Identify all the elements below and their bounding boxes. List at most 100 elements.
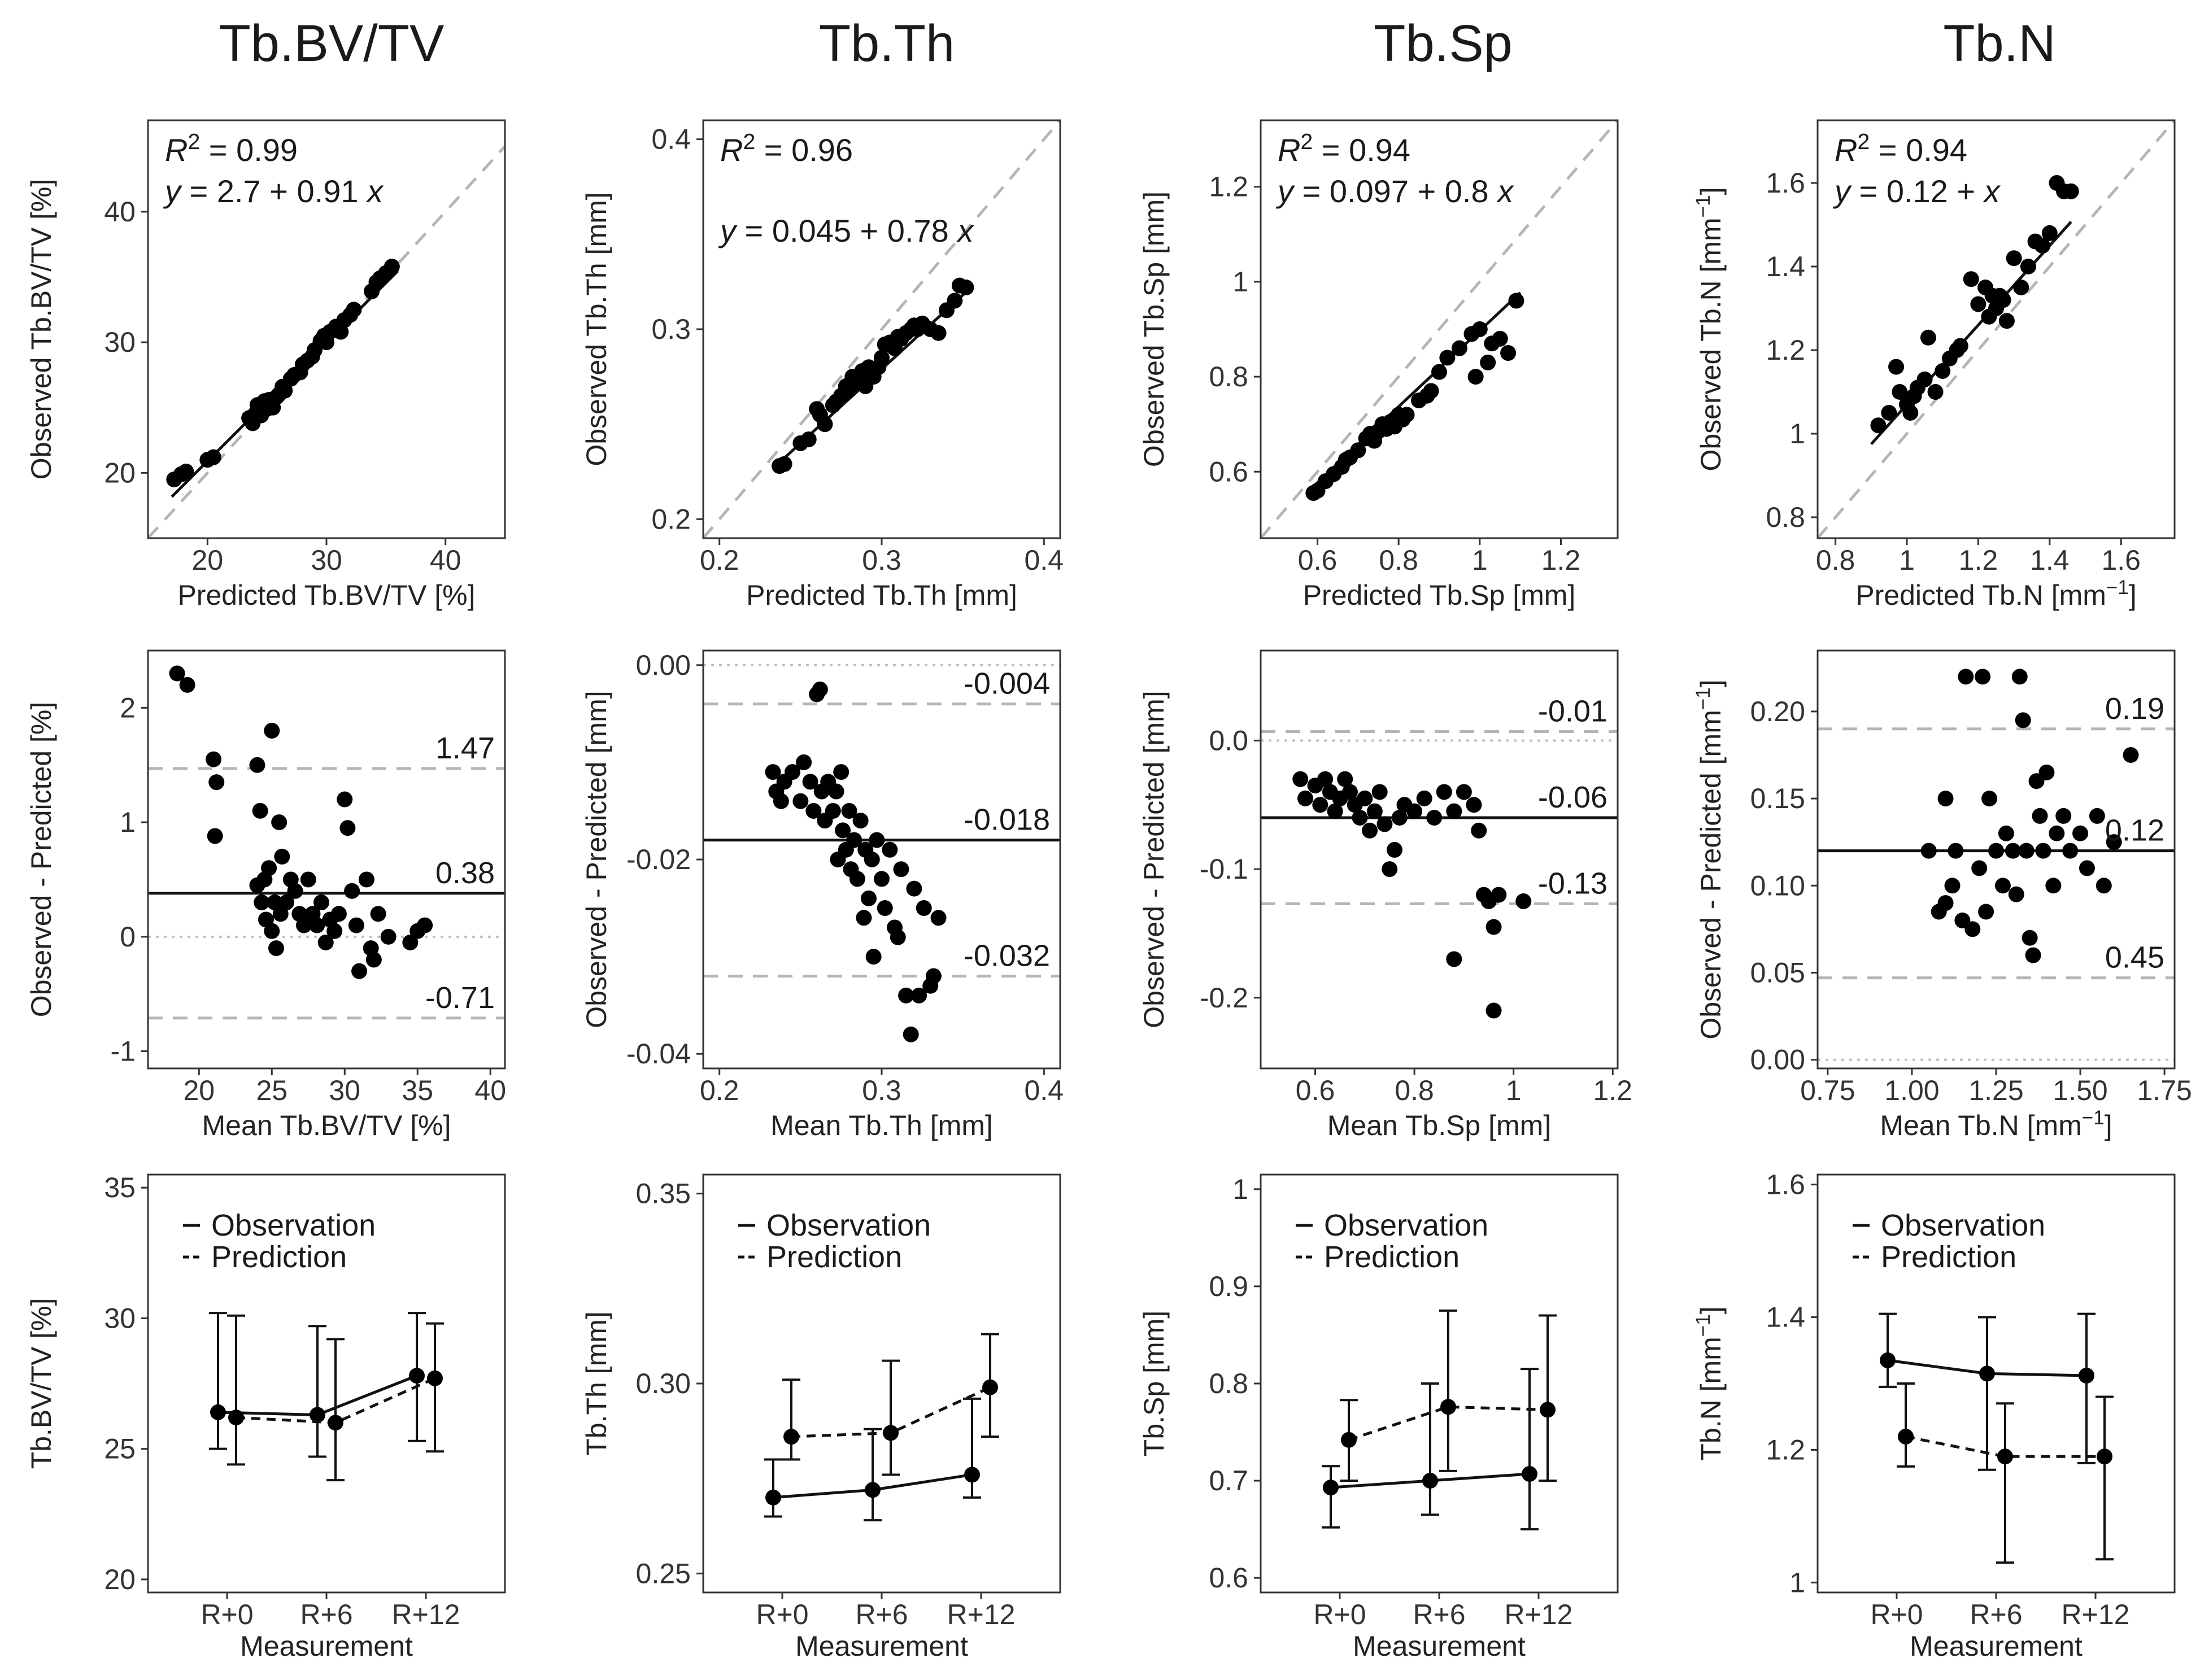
data-point — [1988, 843, 2004, 859]
x-axis-label: Predicted Tb.BV/TV [%] — [177, 579, 475, 611]
x-tick-label: R+6 — [300, 1599, 352, 1630]
x-tick-label: 1.2 — [1593, 1075, 1632, 1106]
x-tick-label: R+0 — [1870, 1599, 1923, 1630]
data-point — [906, 880, 922, 897]
regression-equation: y = 2.7 + 0.91 x — [163, 173, 384, 209]
data-point — [1391, 810, 1408, 826]
data-point — [1881, 405, 1897, 421]
x-tick-label: 40 — [430, 544, 461, 576]
data-point — [1927, 384, 1944, 400]
data-point — [835, 822, 851, 839]
upper-limit-label: -0.004 — [964, 667, 1050, 701]
data-point — [773, 793, 789, 809]
legend-label-observation: Observation — [766, 1208, 931, 1242]
x-tick-label: 0.8 — [1379, 544, 1418, 576]
upper-limit-label: -0.01 — [1538, 694, 1607, 728]
data-point — [317, 934, 334, 950]
x-axis-label: Measurement — [1353, 1630, 1526, 1662]
x-tick-label: 1 — [1899, 544, 1915, 576]
y-tick-label: 30 — [104, 326, 136, 358]
x-tick-label: 1.4 — [2030, 544, 2070, 576]
data-point — [882, 841, 898, 858]
data-point — [1981, 791, 1998, 807]
r-squared-annotation: R2 = 0.94 — [1278, 130, 1410, 168]
x-tick-label: R+6 — [855, 1599, 908, 1630]
data-point — [765, 1489, 781, 1506]
data-point — [812, 681, 828, 697]
y-tick-label: 1.2 — [1209, 171, 1248, 203]
plot-area — [1818, 120, 2175, 538]
y-tick-label: 0.15 — [1750, 783, 1805, 814]
data-point — [792, 793, 809, 809]
identity-line — [1261, 120, 1618, 538]
regression-equation: y = 0.097 + 0.8 x — [1275, 173, 1514, 209]
data-point — [179, 677, 195, 693]
y-tick-label: 1.2 — [1766, 1434, 1805, 1465]
data-point — [925, 968, 942, 984]
mean-bias-label: -0.018 — [964, 803, 1050, 837]
data-point — [1362, 822, 1378, 839]
x-axis-label: Measurement — [240, 1630, 413, 1662]
plot-area — [148, 144, 505, 538]
data-point — [1426, 810, 1443, 826]
y-tick-label: 0.6 — [1209, 1562, 1248, 1594]
data-point — [911, 987, 927, 1003]
data-point — [874, 350, 890, 366]
y-tick-label: 0.10 — [1750, 870, 1805, 901]
x-tick-label: R+6 — [1970, 1599, 2022, 1630]
data-point — [776, 456, 792, 472]
data-point — [1341, 1432, 1357, 1448]
data-point — [1431, 364, 1447, 380]
data-point — [2035, 843, 2051, 859]
data-point — [1440, 1399, 1456, 1415]
data-point — [313, 894, 329, 911]
data-point — [205, 449, 221, 465]
r-squared-annotation: R2 = 0.99 — [165, 130, 298, 168]
x-axis-label: Mean Tb.Sp [mm] — [1327, 1110, 1551, 1141]
data-point — [1979, 1365, 1995, 1382]
y-tick-label: 0.8 — [1766, 501, 1805, 533]
data-point — [2079, 1367, 2094, 1384]
y-axis-label: Tb.N [mm−1] — [1692, 1306, 1727, 1460]
series-line — [1905, 1435, 2105, 1458]
x-axis-label: Mean Tb.N [mm−1] — [1880, 1107, 2112, 1142]
x-tick-label: 25 — [256, 1075, 287, 1106]
data-point — [348, 917, 364, 933]
data-point — [864, 852, 880, 867]
data-point — [1350, 442, 1366, 459]
data-point — [2097, 1448, 2112, 1465]
x-tick-label: 0.4 — [1025, 544, 1064, 576]
y-tick-label: -0.04 — [626, 1038, 691, 1070]
x-tick-label: 1 — [1506, 1075, 1522, 1106]
x-axis-label: Predicted Tb.Sp [mm] — [1303, 579, 1576, 611]
mean-bias-label: 0.38 — [435, 856, 495, 890]
data-point — [883, 1425, 899, 1441]
data-point — [208, 774, 225, 791]
y-axis-label: Observed Tb.N [mm−1] — [1692, 187, 1727, 471]
y-tick-label: 1.2 — [1766, 334, 1805, 366]
series-prediction — [1897, 1382, 2114, 1564]
x-tick-label: 0.6 — [1296, 1075, 1335, 1106]
upper-limit-label: 0.19 — [2105, 692, 2164, 726]
data-point — [1297, 790, 1313, 806]
data-point — [869, 832, 885, 848]
x-tick-label: R+12 — [392, 1599, 460, 1630]
data-point — [1376, 816, 1393, 832]
data-point — [916, 900, 932, 917]
data-point — [1422, 1473, 1438, 1489]
x-axis-label: Mean Tb.Th [mm] — [770, 1110, 993, 1141]
data-point — [817, 416, 833, 433]
series-observation — [1879, 1312, 2096, 1471]
x-tick-label: 30 — [329, 1075, 360, 1106]
data-point — [1948, 843, 1964, 859]
data-point — [890, 929, 906, 945]
series-observation — [209, 1312, 426, 1458]
panel-tbth-long: R+0 R+6 R+12 0.25 0.30 0.35 Measurement Tb.Th [… — [581, 1173, 1061, 1662]
series-prediction — [782, 1333, 999, 1476]
data-point — [1471, 321, 1488, 337]
data-point — [1317, 771, 1334, 787]
data-point — [365, 952, 382, 968]
plot-area — [703, 120, 1060, 538]
y-tick-label: 20 — [104, 457, 136, 488]
data-point — [1357, 790, 1373, 806]
